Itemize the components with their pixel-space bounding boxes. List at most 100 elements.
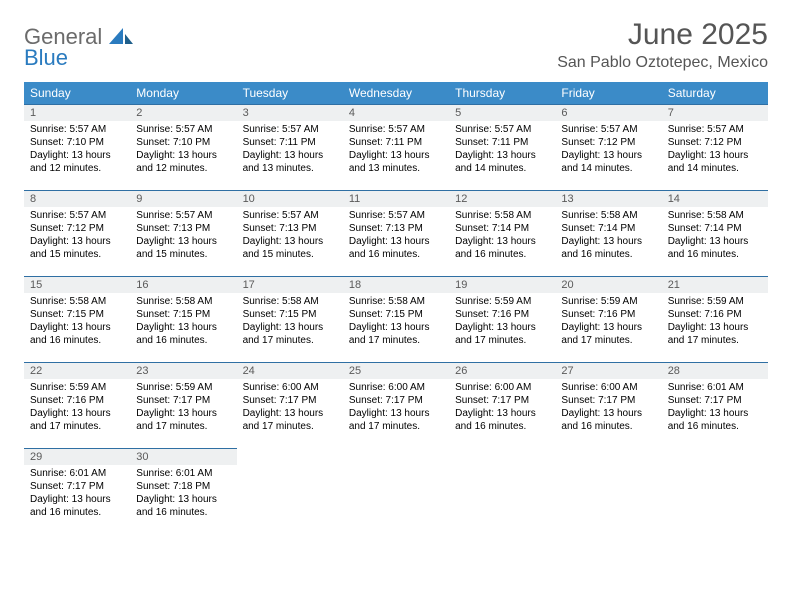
sunset-line: Sunset: 7:12 PM (561, 136, 655, 149)
day-body: Sunrise: 5:57 AMSunset: 7:11 PMDaylight:… (449, 121, 555, 179)
day-number: 7 (662, 104, 768, 121)
sunrise-line: Sunrise: 5:57 AM (668, 123, 762, 136)
day-number: 10 (237, 190, 343, 207)
day-body: Sunrise: 5:57 AMSunset: 7:12 PMDaylight:… (24, 207, 130, 265)
calendar-cell: 19Sunrise: 5:59 AMSunset: 7:16 PMDayligh… (449, 276, 555, 362)
day-number: 27 (555, 362, 661, 379)
sunset-line: Sunset: 7:11 PM (455, 136, 549, 149)
day-body: Sunrise: 5:57 AMSunset: 7:11 PMDaylight:… (343, 121, 449, 179)
sunrise-line: Sunrise: 6:01 AM (136, 467, 230, 480)
sunrise-line: Sunrise: 5:58 AM (136, 295, 230, 308)
location: San Pablo Oztotepec, Mexico (557, 54, 768, 72)
sunset-line: Sunset: 7:13 PM (136, 222, 230, 235)
daylight-line: Daylight: 13 hours and 16 minutes. (30, 321, 124, 347)
calendar-cell: 17Sunrise: 5:58 AMSunset: 7:15 PMDayligh… (237, 276, 343, 362)
day-number: 26 (449, 362, 555, 379)
day-number: 21 (662, 276, 768, 293)
sunset-line: Sunset: 7:14 PM (561, 222, 655, 235)
daylight-line: Daylight: 13 hours and 12 minutes. (30, 149, 124, 175)
sunrise-line: Sunrise: 5:57 AM (136, 209, 230, 222)
day-number: 8 (24, 190, 130, 207)
calendar-cell: 21Sunrise: 5:59 AMSunset: 7:16 PMDayligh… (662, 276, 768, 362)
weekday-header: Tuesday (237, 82, 343, 104)
calendar-cell: 5Sunrise: 5:57 AMSunset: 7:11 PMDaylight… (449, 104, 555, 190)
day-number: 28 (662, 362, 768, 379)
day-body: Sunrise: 5:57 AMSunset: 7:12 PMDaylight:… (555, 121, 661, 179)
day-number: 2 (130, 104, 236, 121)
day-number: 1 (24, 104, 130, 121)
daylight-line: Daylight: 13 hours and 16 minutes. (30, 493, 124, 519)
sunset-line: Sunset: 7:13 PM (243, 222, 337, 235)
daylight-line: Daylight: 13 hours and 15 minutes. (30, 235, 124, 261)
sunset-line: Sunset: 7:14 PM (668, 222, 762, 235)
calendar-cell: 25Sunrise: 6:00 AMSunset: 7:17 PMDayligh… (343, 362, 449, 448)
sunrise-line: Sunrise: 5:59 AM (668, 295, 762, 308)
calendar-cell: 14Sunrise: 5:58 AMSunset: 7:14 PMDayligh… (662, 190, 768, 276)
sunset-line: Sunset: 7:16 PM (668, 308, 762, 321)
day-number: 12 (449, 190, 555, 207)
day-number: 30 (130, 448, 236, 465)
calendar-table: SundayMondayTuesdayWednesdayThursdayFrid… (24, 82, 768, 534)
calendar-cell: 30Sunrise: 6:01 AMSunset: 7:18 PMDayligh… (130, 448, 236, 534)
calendar-cell (662, 448, 768, 534)
logo-sail-icon (109, 28, 135, 44)
day-number (237, 448, 343, 464)
calendar-cell: 4Sunrise: 5:57 AMSunset: 7:11 PMDaylight… (343, 104, 449, 190)
daylight-line: Daylight: 13 hours and 14 minutes. (561, 149, 655, 175)
day-body: Sunrise: 5:59 AMSunset: 7:16 PMDaylight:… (555, 293, 661, 351)
sunrise-line: Sunrise: 5:57 AM (455, 123, 549, 136)
weekday-header: Sunday (24, 82, 130, 104)
day-number: 13 (555, 190, 661, 207)
daylight-line: Daylight: 13 hours and 17 minutes. (349, 407, 443, 433)
calendar-cell: 11Sunrise: 5:57 AMSunset: 7:13 PMDayligh… (343, 190, 449, 276)
daylight-line: Daylight: 13 hours and 16 minutes. (668, 407, 762, 433)
day-body: Sunrise: 5:59 AMSunset: 7:16 PMDaylight:… (662, 293, 768, 351)
calendar-cell: 3Sunrise: 5:57 AMSunset: 7:11 PMDaylight… (237, 104, 343, 190)
sunrise-line: Sunrise: 5:59 AM (136, 381, 230, 394)
sunset-line: Sunset: 7:17 PM (243, 394, 337, 407)
daylight-line: Daylight: 13 hours and 15 minutes. (243, 235, 337, 261)
calendar-cell: 23Sunrise: 5:59 AMSunset: 7:17 PMDayligh… (130, 362, 236, 448)
sunrise-line: Sunrise: 5:58 AM (455, 209, 549, 222)
sunrise-line: Sunrise: 5:57 AM (561, 123, 655, 136)
day-number: 11 (343, 190, 449, 207)
sunrise-line: Sunrise: 5:58 AM (243, 295, 337, 308)
sunrise-line: Sunrise: 6:00 AM (349, 381, 443, 394)
day-body: Sunrise: 5:58 AMSunset: 7:15 PMDaylight:… (130, 293, 236, 351)
weekday-header: Friday (555, 82, 661, 104)
calendar-cell: 29Sunrise: 6:01 AMSunset: 7:17 PMDayligh… (24, 448, 130, 534)
sunrise-line: Sunrise: 5:58 AM (349, 295, 443, 308)
sunrise-line: Sunrise: 5:59 AM (455, 295, 549, 308)
month-title: June 2025 (557, 18, 768, 52)
day-number: 19 (449, 276, 555, 293)
sunset-line: Sunset: 7:16 PM (455, 308, 549, 321)
sunrise-line: Sunrise: 5:58 AM (668, 209, 762, 222)
daylight-line: Daylight: 13 hours and 16 minutes. (561, 407, 655, 433)
sunset-line: Sunset: 7:12 PM (30, 222, 124, 235)
calendar-cell (237, 448, 343, 534)
day-body: Sunrise: 6:00 AMSunset: 7:17 PMDaylight:… (555, 379, 661, 437)
daylight-line: Daylight: 13 hours and 15 minutes. (136, 235, 230, 261)
header: General Blue June 2025 San Pablo Oztotep… (24, 18, 768, 72)
weekday-header: Thursday (449, 82, 555, 104)
calendar-cell: 28Sunrise: 6:01 AMSunset: 7:17 PMDayligh… (662, 362, 768, 448)
sunrise-line: Sunrise: 5:57 AM (243, 209, 337, 222)
sunrise-line: Sunrise: 6:00 AM (561, 381, 655, 394)
day-number: 17 (237, 276, 343, 293)
calendar-cell: 22Sunrise: 5:59 AMSunset: 7:16 PMDayligh… (24, 362, 130, 448)
day-number (449, 448, 555, 464)
weekday-header: Saturday (662, 82, 768, 104)
day-body: Sunrise: 5:59 AMSunset: 7:16 PMDaylight:… (24, 379, 130, 437)
day-number: 14 (662, 190, 768, 207)
sunset-line: Sunset: 7:17 PM (349, 394, 443, 407)
day-body: Sunrise: 5:58 AMSunset: 7:15 PMDaylight:… (343, 293, 449, 351)
day-body: Sunrise: 5:57 AMSunset: 7:11 PMDaylight:… (237, 121, 343, 179)
daylight-line: Daylight: 13 hours and 13 minutes. (243, 149, 337, 175)
sunset-line: Sunset: 7:15 PM (349, 308, 443, 321)
sunset-line: Sunset: 7:18 PM (136, 480, 230, 493)
daylight-line: Daylight: 13 hours and 17 minutes. (243, 407, 337, 433)
day-body: Sunrise: 5:57 AMSunset: 7:12 PMDaylight:… (662, 121, 768, 179)
sunset-line: Sunset: 7:11 PM (349, 136, 443, 149)
sunset-line: Sunset: 7:12 PM (668, 136, 762, 149)
day-number: 9 (130, 190, 236, 207)
